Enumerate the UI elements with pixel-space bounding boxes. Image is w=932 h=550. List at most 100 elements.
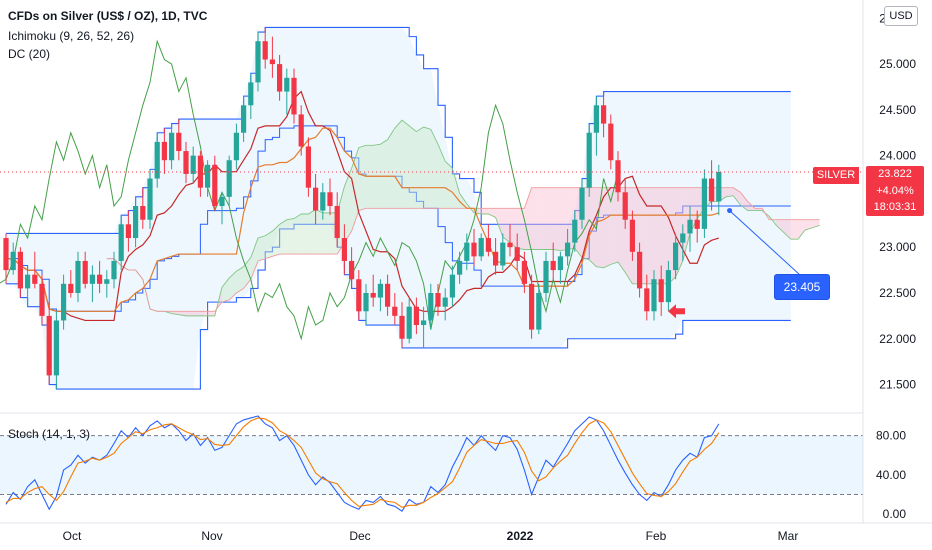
ichimoku-cloud-segment xyxy=(236,266,244,293)
candle xyxy=(334,192,340,248)
candle-body xyxy=(543,260,549,293)
candle xyxy=(435,283,441,316)
candle xyxy=(608,114,614,170)
candle-body xyxy=(68,283,74,293)
candle xyxy=(565,228,571,266)
ichimoku-cloud-segment xyxy=(294,214,302,255)
ichimoku-cloud-segment xyxy=(200,311,208,316)
candle xyxy=(586,123,592,197)
candle-body xyxy=(284,77,290,92)
candle xyxy=(140,187,146,229)
ichimoku-cloud-segment xyxy=(344,168,352,243)
price-tick-label: 24.500 xyxy=(879,103,916,117)
candle xyxy=(543,251,549,303)
candle xyxy=(709,160,715,211)
candle-body xyxy=(673,242,679,271)
candle-body xyxy=(219,196,225,206)
candle-body xyxy=(327,192,333,206)
ichimoku-cloud-segment xyxy=(222,278,230,303)
ichimoku-cloud-segment xyxy=(488,208,496,218)
ichimoku-cloud-segment xyxy=(560,187,568,251)
candle-body xyxy=(680,233,686,243)
candle xyxy=(680,224,686,261)
price-tick-label: 22.500 xyxy=(879,286,916,300)
price-label: 23.822 +4.04% 18:03:31 xyxy=(866,166,924,216)
candle xyxy=(61,274,67,330)
price-tick-label: 25.000 xyxy=(879,57,916,71)
candle-body xyxy=(385,283,391,307)
candle xyxy=(658,265,664,316)
candle-body xyxy=(565,242,571,257)
candle xyxy=(111,251,117,289)
ichimoku-cloud-segment xyxy=(661,187,669,284)
candle-body xyxy=(644,288,650,312)
candle-body xyxy=(435,292,441,307)
candle-body xyxy=(557,256,563,271)
kijun-line xyxy=(6,127,719,312)
candle-body xyxy=(226,160,232,197)
candle xyxy=(89,265,95,303)
candle-body xyxy=(183,151,189,174)
ichimoku-cloud-segment xyxy=(517,208,525,250)
candle xyxy=(320,183,326,220)
stoch-legend[interactable]: Stoch (14, 1, 3) xyxy=(8,427,91,441)
candle-body xyxy=(478,238,484,257)
candle xyxy=(241,96,247,142)
candle xyxy=(457,251,463,284)
stoch-pane xyxy=(0,415,863,512)
candle xyxy=(701,169,707,239)
candle xyxy=(349,247,355,289)
candle xyxy=(449,265,455,307)
ichimoku-cloud-segment xyxy=(207,311,215,316)
candle-body xyxy=(428,292,434,321)
candle-body xyxy=(39,283,45,316)
ichimoku-cloud-segment xyxy=(315,209,323,255)
candle xyxy=(133,196,139,248)
candle-body xyxy=(255,41,261,83)
stoch-tick-label: 80.00 xyxy=(876,429,906,443)
candle-body xyxy=(104,279,110,284)
candle xyxy=(298,105,304,156)
price-tick-label: 23.000 xyxy=(879,240,916,254)
ichimoku-cloud-segment xyxy=(495,208,503,237)
candle-body xyxy=(406,306,412,339)
candle-body xyxy=(377,283,383,298)
candle-body xyxy=(457,260,463,275)
candle xyxy=(3,233,9,284)
price-callout-label[interactable]: 23.405 xyxy=(774,274,830,300)
ichimoku-cloud-segment xyxy=(229,271,237,300)
candle-body xyxy=(586,132,592,188)
candle xyxy=(305,137,311,197)
candle-body xyxy=(305,146,311,188)
candle xyxy=(716,164,722,216)
candle xyxy=(579,178,585,229)
candle xyxy=(226,155,232,206)
candle-body xyxy=(111,260,117,280)
ichimoku-legend[interactable]: Ichimoku (9, 26, 52, 26) xyxy=(8,29,135,43)
candle xyxy=(176,119,182,161)
candle xyxy=(147,169,153,229)
callout-anchor-dot xyxy=(727,208,733,214)
candle-body xyxy=(133,206,139,239)
candle xyxy=(615,151,621,202)
price-axis: 21.50022.00022.50023.00023.50024.00024.5… xyxy=(862,0,916,523)
time-tick-label: Mar xyxy=(778,529,799,543)
ichimoku-cloud-segment xyxy=(308,209,316,255)
candle-body xyxy=(161,141,167,161)
ichimoku-cloud-segment xyxy=(380,139,388,209)
chart-title: CFDs on Silver (US$ / OZ), 1D, TVC xyxy=(8,9,208,23)
candle-body xyxy=(298,114,304,147)
ichimoku-cloud-segment xyxy=(387,128,395,209)
candle-body xyxy=(277,64,283,92)
donchian-legend[interactable]: DC (20) xyxy=(8,47,51,61)
time-tick-label: 2022 xyxy=(507,529,534,543)
candle-body xyxy=(658,279,664,303)
candle xyxy=(68,270,74,298)
candle xyxy=(413,297,419,335)
candle-body xyxy=(550,260,556,271)
ichimoku-cloud-segment xyxy=(726,187,734,197)
currency-button[interactable]: USD xyxy=(884,6,918,26)
candle xyxy=(284,68,290,115)
stoch-tick-label: 0.00 xyxy=(883,507,907,521)
ichimoku-cloud-segment xyxy=(265,231,273,259)
